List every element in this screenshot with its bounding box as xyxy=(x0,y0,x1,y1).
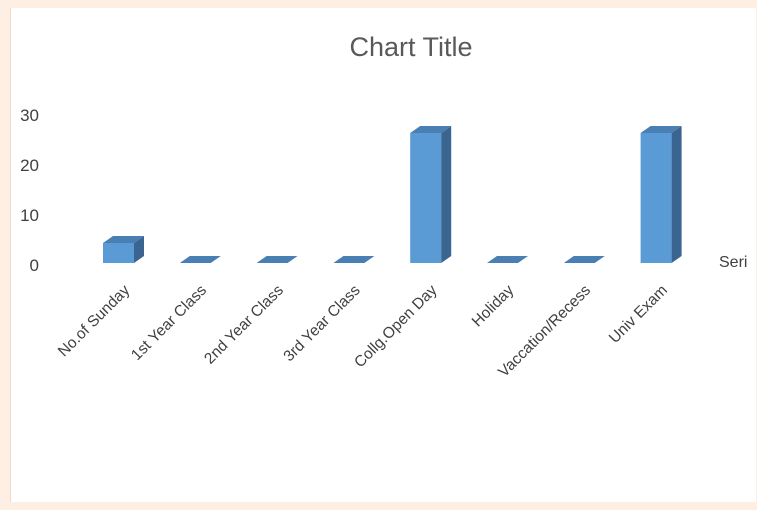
bar xyxy=(563,256,605,263)
bar xyxy=(103,236,144,263)
category-label: 2nd Year Class xyxy=(201,282,287,368)
y-axis-ticks: 0 10 20 30 xyxy=(20,106,39,275)
bar-side xyxy=(441,126,452,263)
category-label: Univ Exam xyxy=(606,282,671,347)
category-label: No.of Sunday xyxy=(55,282,134,361)
legend-series-label: Seri xyxy=(719,254,747,271)
category-label: 3rd Year Class xyxy=(280,282,363,365)
category-label: 1st Year Class xyxy=(128,282,210,364)
bar xyxy=(333,256,375,263)
chart-area: Chart Title 0 10 20 30 No.of Sunday 1st Year… xyxy=(10,8,756,502)
bar-top xyxy=(333,256,375,263)
bar-top xyxy=(563,256,605,263)
bar-side xyxy=(134,236,144,263)
bar-top xyxy=(103,236,144,243)
y-tick-label: 0 xyxy=(30,256,39,275)
bar-top xyxy=(487,256,528,263)
bar-top xyxy=(640,126,682,133)
y-tick-label: 20 xyxy=(20,156,39,175)
bars xyxy=(103,126,682,263)
category-label: Collg.Open Day xyxy=(351,282,441,372)
bar-front xyxy=(103,243,134,263)
bar xyxy=(487,256,528,263)
bar-top xyxy=(179,256,221,263)
chart-title: Chart Title xyxy=(349,32,472,62)
bar xyxy=(640,126,682,263)
bar-top xyxy=(256,256,298,263)
bar-front xyxy=(640,133,672,263)
category-label: Holiday xyxy=(469,282,518,331)
y-tick-label: 10 xyxy=(20,206,39,225)
y-tick-label: 30 xyxy=(20,106,39,125)
bar xyxy=(256,256,298,263)
bar-front xyxy=(410,133,442,263)
bar-side xyxy=(671,126,682,263)
bar-top xyxy=(410,126,452,133)
bar xyxy=(179,256,221,263)
bar xyxy=(410,126,452,263)
